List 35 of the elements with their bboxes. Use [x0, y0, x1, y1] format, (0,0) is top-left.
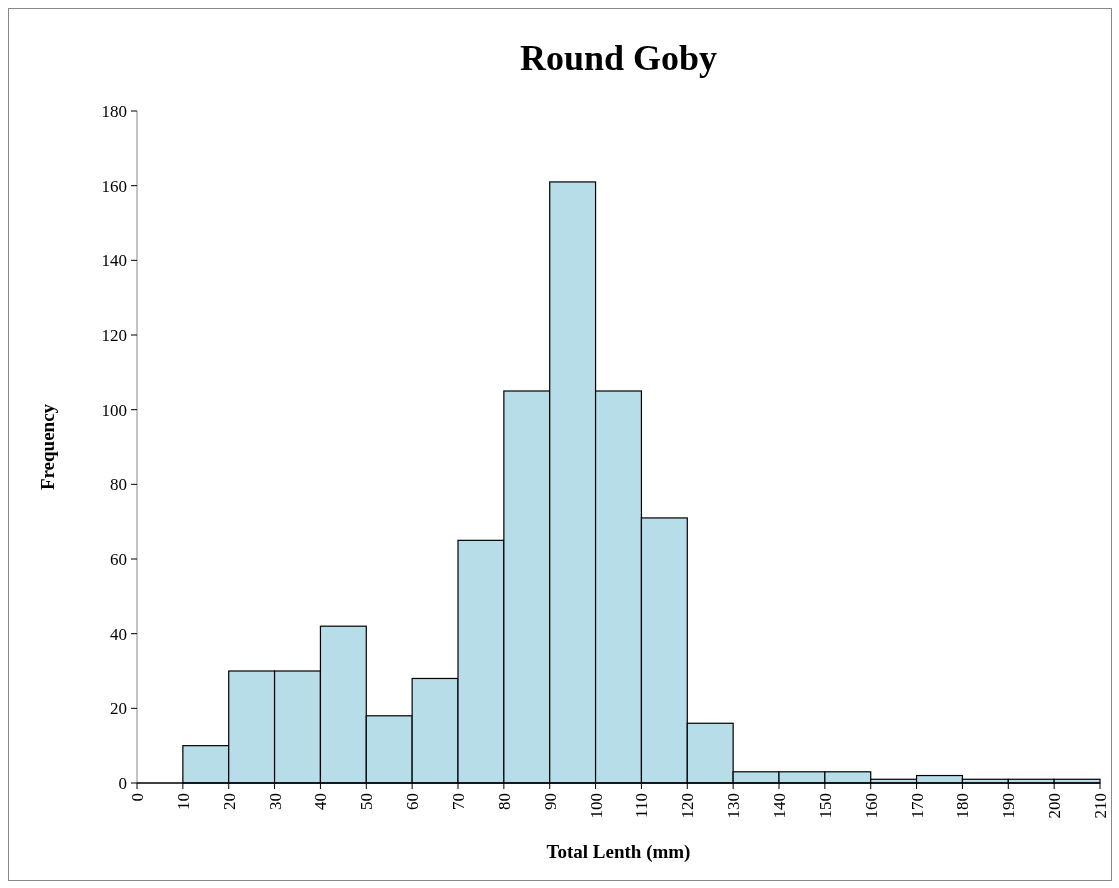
x-tick-label: 140 [769, 793, 789, 819]
x-axis-title: Total Lenth (mm) [546, 841, 691, 863]
x-tick-label: 200 [1045, 793, 1065, 819]
x-tick-label: 110 [632, 793, 652, 818]
x-tick-label: 30 [265, 793, 285, 810]
x-tick-label: 170 [907, 793, 927, 819]
x-tick-label: 80 [494, 793, 514, 810]
y-tick-label: 100 [101, 400, 127, 420]
x-tick-label: 210 [1090, 793, 1110, 819]
x-tick-label: 0 [127, 793, 147, 802]
y-tick-label: 0 [118, 773, 127, 793]
x-tick-label: 190 [999, 793, 1019, 819]
x-tick-label: 40 [311, 793, 331, 810]
y-tick-label: 180 [101, 101, 127, 121]
x-tick-label: 50 [357, 793, 377, 810]
x-tick-label: 70 [448, 793, 468, 810]
x-tick-label: 150 [815, 793, 835, 819]
x-tick-label: 90 [540, 793, 560, 810]
x-tick-label: 20 [219, 793, 239, 810]
x-tick-label: 10 [173, 793, 193, 810]
y-tick-label: 160 [101, 176, 127, 196]
y-tick-label: 140 [101, 251, 127, 271]
y-tick-label: 20 [110, 699, 127, 719]
y-axis-title: Frequency [37, 403, 58, 491]
x-tick-label: 160 [861, 793, 881, 819]
x-tick-label: 130 [724, 793, 744, 819]
x-tick-label: 100 [586, 793, 606, 819]
x-tick-label: 60 [403, 793, 423, 810]
y-tick-label: 40 [110, 624, 127, 644]
chart-title: Round Goby [519, 38, 718, 78]
y-tick-label: 120 [101, 325, 127, 345]
y-tick-label: 60 [110, 549, 127, 569]
x-tick-label: 120 [678, 793, 698, 819]
y-tick-label: 80 [110, 475, 127, 495]
x-tick-label: 180 [953, 793, 973, 819]
